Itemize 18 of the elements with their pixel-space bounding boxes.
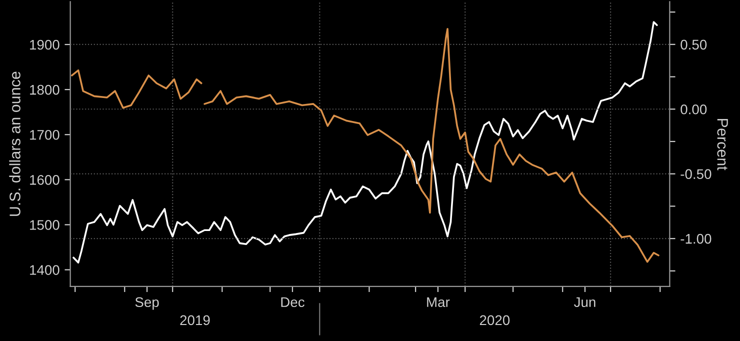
y-tick-label: 1700 — [30, 130, 60, 140]
y2-tick-label: -0.50 — [680, 169, 712, 180]
y2-tick-label: -1.00 — [680, 234, 712, 244]
x-tick-label: Dec — [281, 297, 304, 308]
y2-axis-title: Percent — [717, 119, 728, 170]
y-tick-label: 1500 — [30, 220, 60, 230]
y-axis-title: U.S. dollars an ounce — [9, 72, 20, 216]
y2-tick-label: 0.50 — [680, 40, 707, 50]
y-tick-label: 1600 — [30, 175, 60, 185]
x-tick-label: Jun — [574, 297, 596, 308]
x-tick-label: Mar — [427, 297, 450, 308]
y-tick-label: 1400 — [30, 265, 60, 275]
y-tick-label: 1900 — [30, 40, 60, 50]
y2-tick-label: 0.00 — [680, 104, 707, 114]
text: 2020 — [480, 315, 510, 326]
text: 2019 — [180, 315, 210, 326]
y-tick-label: 1800 — [30, 84, 60, 95]
x-tick-label: Sep — [135, 297, 159, 310]
